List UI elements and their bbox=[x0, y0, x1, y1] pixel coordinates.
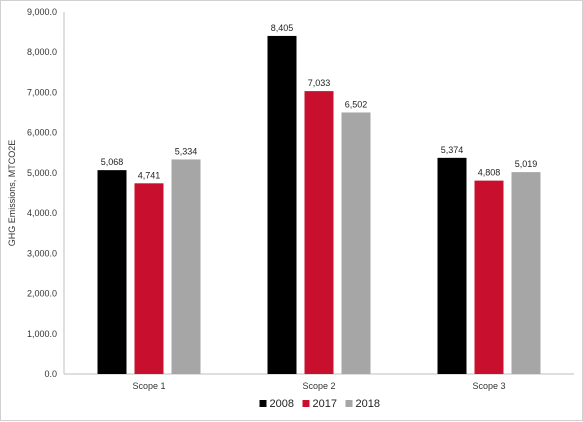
y-tick-label: 6,000.0 bbox=[27, 128, 57, 138]
legend-label: 2008 bbox=[270, 398, 294, 410]
y-tick-label: 2,000.0 bbox=[27, 289, 57, 299]
x-category-label: Scope 3 bbox=[472, 381, 505, 391]
y-tick-label: 7,000.0 bbox=[27, 87, 57, 97]
data-label: 5,334 bbox=[175, 146, 198, 156]
legend-swatch-2018 bbox=[345, 400, 353, 407]
bar-2008-scope-2 bbox=[267, 35, 297, 374]
y-axis-label: GHG Emissions, MTCO2E bbox=[7, 140, 17, 247]
x-category-label: Scope 2 bbox=[302, 381, 335, 391]
bar-2008-scope-1 bbox=[97, 170, 127, 374]
y-tick-label: 5,000.0 bbox=[27, 168, 57, 178]
legend-swatch-2008 bbox=[259, 400, 267, 407]
bar-2017-scope-1 bbox=[134, 183, 164, 374]
x-category-label: Scope 1 bbox=[132, 381, 165, 391]
data-label: 4,741 bbox=[138, 170, 161, 180]
bar-2008-scope-3 bbox=[437, 157, 467, 374]
data-label: 6,502 bbox=[345, 99, 368, 109]
data-label: 4,808 bbox=[478, 168, 501, 178]
legend-label: 2018 bbox=[356, 398, 380, 410]
data-label: 5,374 bbox=[441, 145, 464, 155]
y-tick-label: 3,000.0 bbox=[27, 248, 57, 258]
y-tick-label: 4,000.0 bbox=[27, 208, 57, 218]
bar-2017-scope-2 bbox=[304, 91, 334, 374]
bar-2018-scope-1 bbox=[171, 159, 201, 374]
legend-label: 2017 bbox=[313, 398, 337, 410]
y-tick-label: 9,000.0 bbox=[27, 7, 57, 17]
bar-2018-scope-3 bbox=[511, 172, 541, 374]
data-label: 5,068 bbox=[101, 157, 124, 167]
legend-swatch-2017 bbox=[302, 400, 310, 407]
data-label: 8,405 bbox=[271, 23, 294, 33]
y-tick-label: 1,000.0 bbox=[27, 329, 57, 339]
data-label: 5,019 bbox=[515, 159, 538, 169]
y-tick-label: 0.0 bbox=[44, 369, 57, 379]
bar-2017-scope-3 bbox=[474, 180, 504, 374]
data-label: 7,033 bbox=[308, 78, 331, 88]
y-tick-label: 8,000.0 bbox=[27, 47, 57, 57]
bar-2018-scope-2 bbox=[341, 112, 371, 375]
